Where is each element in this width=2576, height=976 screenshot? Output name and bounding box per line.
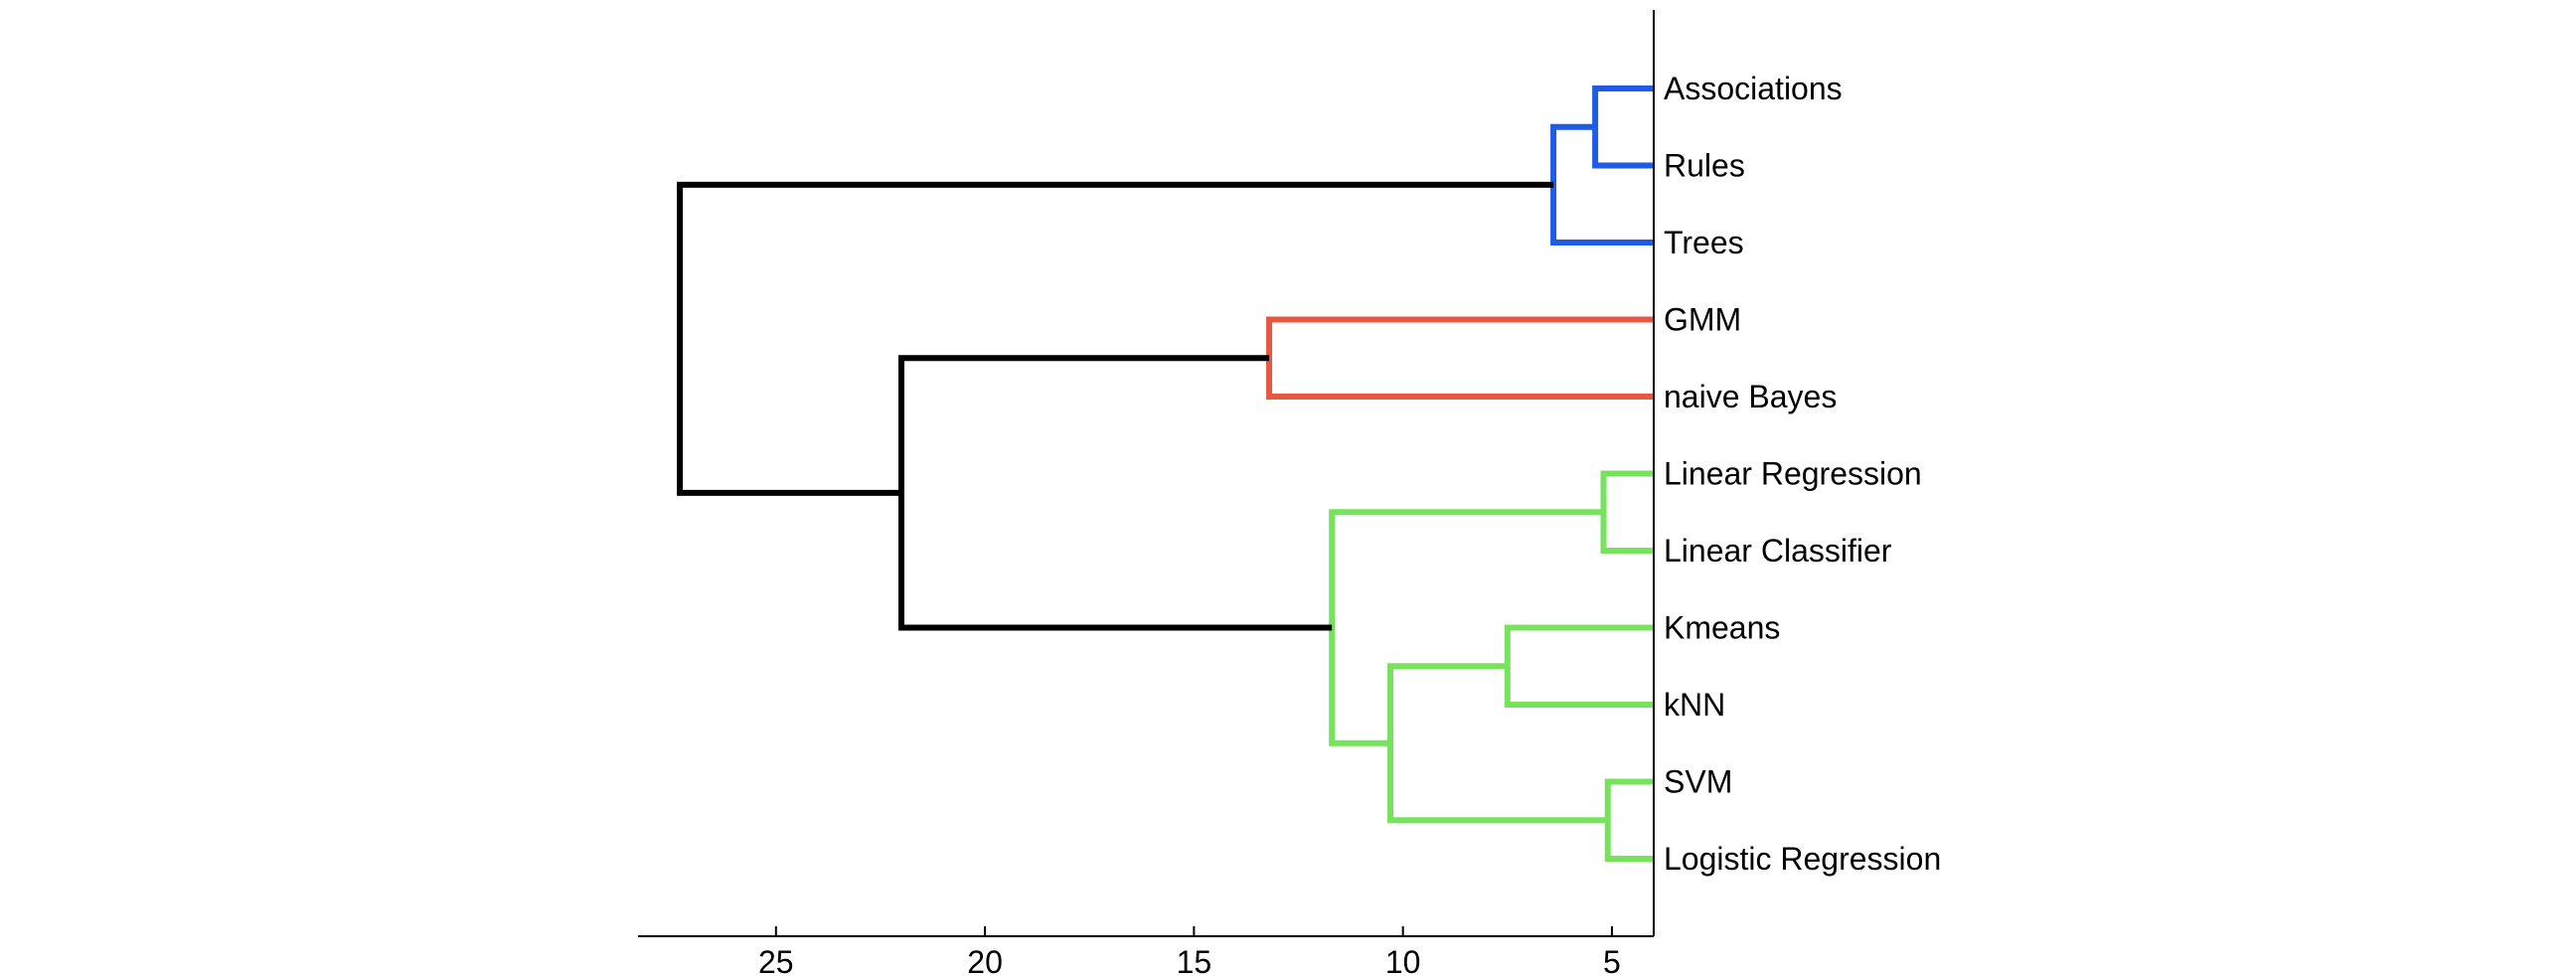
dendrogram-link-4	[1504, 624, 1654, 708]
leaf-label: Linear Classifier	[1664, 533, 1892, 569]
leaf-label: Associations	[1664, 71, 1843, 106]
dendrogram-link-5	[1604, 778, 1654, 862]
leaf-label: Rules	[1664, 148, 1745, 184]
dendrogram-link-2	[1266, 316, 1654, 400]
x-tick-label: 10	[1385, 944, 1421, 976]
leaf-label: Logistic Regression	[1664, 841, 1941, 877]
leaf-label: Linear Regression	[1664, 456, 1922, 492]
x-tick-label: 20	[967, 944, 1003, 976]
leaf-label: SVM	[1664, 764, 1732, 800]
dendrogram-link-9	[677, 181, 1554, 496]
leaf-label: naive Bayes	[1664, 379, 1837, 414]
links-layer	[677, 85, 1654, 862]
dendrogram-link-0	[1592, 85, 1654, 169]
leaf-label: GMM	[1664, 302, 1741, 338]
leaf-label: Kmeans	[1664, 610, 1780, 646]
dendrogram-link-6	[1387, 663, 1608, 824]
dendrogram-link-3	[1600, 470, 1654, 554]
dendrogram-link-7	[1329, 509, 1604, 746]
dendrogram-link-1	[1550, 123, 1654, 245]
x-tick-label: 25	[758, 944, 794, 976]
leaf-label: Trees	[1664, 225, 1744, 260]
dendrogram-link-8	[897, 355, 1333, 631]
leaf-label: kNN	[1664, 687, 1725, 723]
x-tick-label: 15	[1177, 944, 1212, 976]
x-tick-label: 5	[1603, 944, 1621, 976]
leaf-labels-layer: Associations Rules Trees GMM naive Bayes Line…	[1664, 71, 1941, 877]
axes-layer: 25 20 15 10 5	[638, 10, 1655, 976]
